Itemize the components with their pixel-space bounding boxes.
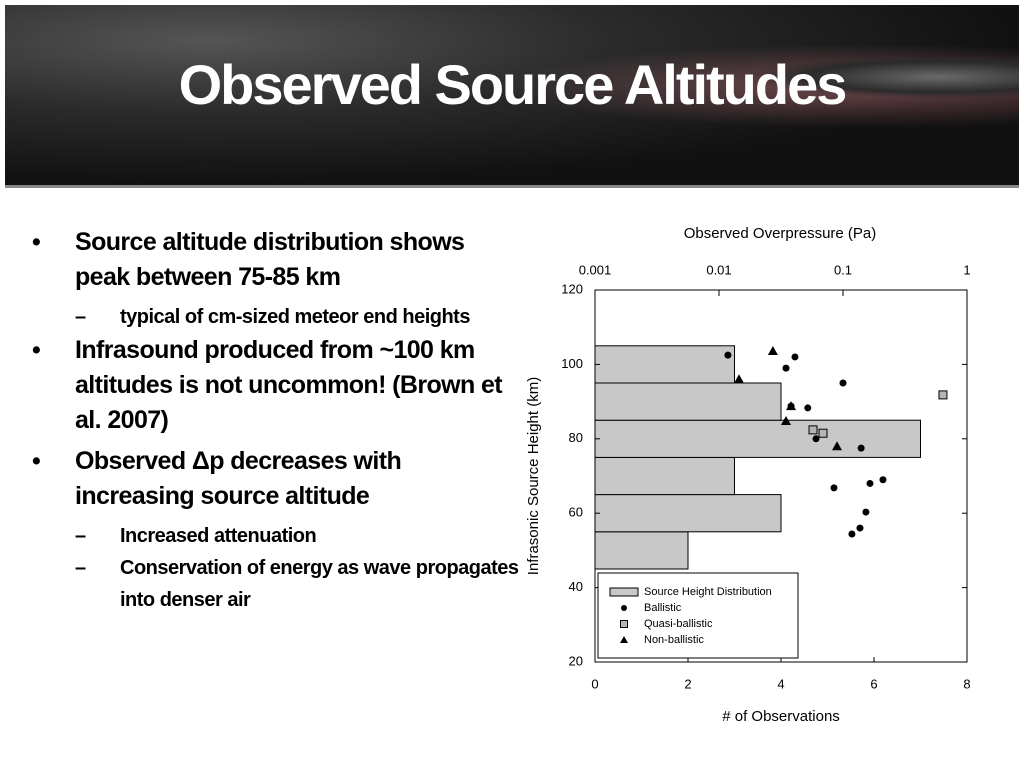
bullet-list: Source altitude distribution shows peak … <box>30 225 520 616</box>
bar <box>594 494 782 533</box>
point <box>866 479 874 487</box>
legend-label: Non-ballistic <box>644 634 704 646</box>
point <box>812 435 820 443</box>
legend-swatch <box>620 636 628 643</box>
x-axis-label: # of Observations <box>722 708 840 725</box>
x-tick-label: 2 <box>684 676 691 691</box>
legend-swatch <box>621 605 627 611</box>
bar <box>594 456 735 496</box>
legend-label: Source Height Distribution <box>644 586 772 598</box>
y-tick-label: 40 <box>569 579 583 594</box>
legend-swatch <box>609 587 639 597</box>
legend-label: Quasi-ballistic <box>644 618 713 630</box>
point <box>862 508 870 516</box>
x2-tick-label: 0.001 <box>579 262 612 277</box>
point <box>839 379 847 387</box>
sub-bullet: Conservation of energy as wave propagate… <box>75 552 520 616</box>
point <box>857 444 865 452</box>
bar <box>594 382 782 421</box>
point <box>786 401 797 411</box>
y-tick-label: 100 <box>561 356 583 371</box>
point <box>767 346 778 356</box>
point <box>818 428 828 438</box>
legend-swatch <box>620 620 628 628</box>
x2-tick-label: 0.1 <box>834 262 852 277</box>
y-axis-label: Infrasonic Source Height (km) <box>525 377 542 575</box>
bar <box>594 419 921 458</box>
point <box>879 476 887 484</box>
point <box>832 441 843 451</box>
sub-bullet: Increased attenuation <box>75 520 520 552</box>
y-tick-label: 20 <box>569 653 583 668</box>
x2-tick-label: 0.01 <box>706 262 731 277</box>
banner <box>5 5 1019 188</box>
point <box>856 524 864 532</box>
point <box>781 415 792 425</box>
bullet: Observed Δp decreases with increasing so… <box>30 444 520 514</box>
x-tick-label: 8 <box>963 676 970 691</box>
legend-box <box>597 572 799 659</box>
point <box>791 353 799 361</box>
point <box>782 364 790 372</box>
y-tick-label: 120 <box>561 281 583 296</box>
x2-tick-label: 1 <box>963 262 970 277</box>
bar <box>594 531 689 570</box>
point <box>938 390 948 400</box>
point <box>808 425 818 435</box>
legend-label: Ballistic <box>644 602 682 614</box>
y-tick-label: 80 <box>569 430 583 445</box>
point <box>848 530 856 538</box>
point <box>734 374 745 384</box>
point <box>804 404 812 412</box>
plot-frame <box>594 289 968 663</box>
x2-axis-label: Observed Overpressure (Pa) <box>684 225 877 242</box>
point <box>724 351 732 359</box>
bullet: Source altitude distribution shows peak … <box>30 225 520 295</box>
x-tick-label: 6 <box>870 676 877 691</box>
bar <box>594 345 735 384</box>
sub-bullet: typical of cm-sized meteor end heights <box>75 301 520 333</box>
slide-title: Observed Source Altitudes <box>178 53 848 116</box>
y-tick-label: 60 <box>569 505 583 520</box>
x-tick-label: 4 <box>777 676 784 691</box>
bullet: Infrasound produced from ~100 km altitud… <box>30 333 520 438</box>
x-tick-label: 0 <box>591 676 598 691</box>
point <box>830 484 838 492</box>
